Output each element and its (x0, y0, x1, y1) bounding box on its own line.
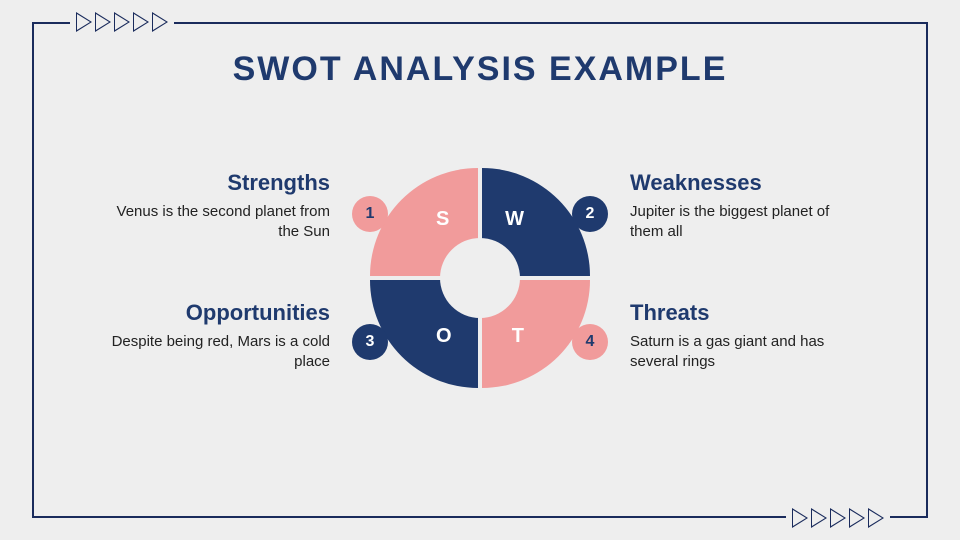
block-weaknesses: Weaknesses Jupiter is the biggest planet… (630, 170, 850, 243)
letter-o: O (436, 325, 452, 348)
triangle-icon (811, 508, 827, 528)
body-threats: Saturn is a gas giant and has several ri… (630, 332, 850, 373)
heading-threats: Threats (630, 300, 850, 326)
badge-3: 3 (352, 324, 388, 360)
triangle-icon (114, 12, 130, 32)
badge-4: 4 (572, 324, 608, 360)
swot-donut: S W O T 1 2 3 4 (370, 168, 590, 388)
letter-w: W (505, 208, 524, 231)
triangle-icon (830, 508, 846, 528)
triangle-icon (95, 12, 111, 32)
badge-2: 2 (572, 196, 608, 232)
triangle-icon (792, 508, 808, 528)
heading-weaknesses: Weaknesses (630, 170, 850, 196)
block-threats: Threats Saturn is a gas giant and has se… (630, 300, 850, 373)
badge-1: 1 (352, 196, 388, 232)
decor-triangles-top (70, 12, 174, 32)
triangle-icon (849, 508, 865, 528)
body-weaknesses: Jupiter is the biggest planet of them al… (630, 202, 850, 243)
body-opportunities: Despite being red, Mars is a cold place (110, 332, 330, 373)
badge-4-num: 4 (586, 333, 595, 351)
letter-t: T (512, 325, 524, 348)
badge-1-num: 1 (366, 205, 375, 223)
badge-3-num: 3 (366, 333, 375, 351)
block-strengths: Strengths Venus is the second planet fro… (110, 170, 330, 243)
heading-opportunities: Opportunities (110, 300, 330, 326)
triangle-icon (868, 508, 884, 528)
decor-triangles-bottom (786, 508, 890, 528)
slide-title: SWOT ANALYSIS EXAMPLE (0, 50, 960, 89)
triangle-icon (152, 12, 168, 32)
heading-strengths: Strengths (110, 170, 330, 196)
triangle-icon (133, 12, 149, 32)
block-opportunities: Opportunities Despite being red, Mars is… (110, 300, 330, 373)
triangle-icon (76, 12, 92, 32)
letter-s: S (436, 208, 449, 231)
body-strengths: Venus is the second planet from the Sun (110, 202, 330, 243)
badge-2-num: 2 (586, 205, 595, 223)
donut-hole (440, 238, 520, 318)
